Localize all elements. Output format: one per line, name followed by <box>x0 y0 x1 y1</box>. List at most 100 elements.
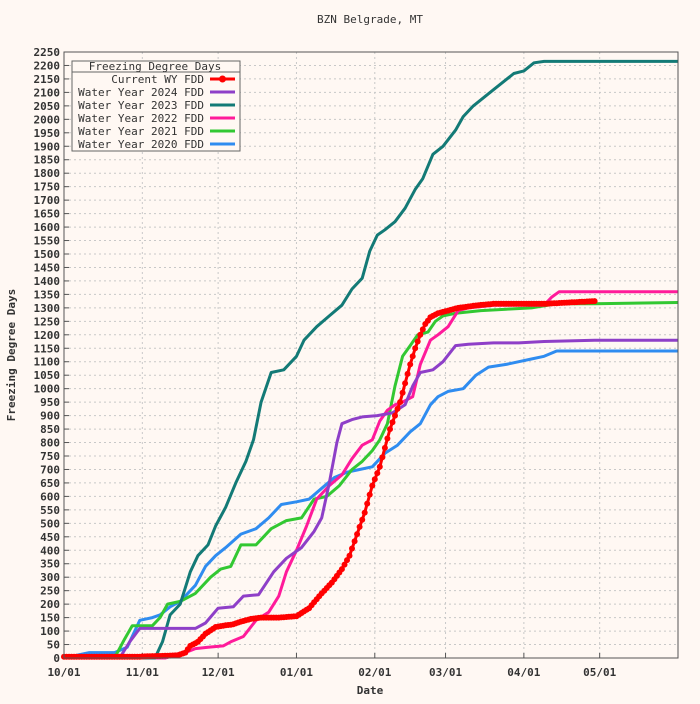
y-axis-label: Freezing Degree Days <box>5 289 18 421</box>
data-point <box>344 557 350 564</box>
y-tick-label: 400 <box>40 544 60 557</box>
series-line <box>64 59 678 660</box>
data-point <box>354 531 361 538</box>
y-tick-label: 450 <box>40 531 60 544</box>
y-tick-label: 2250 <box>34 46 61 59</box>
y-tick-label: 850 <box>40 423 60 436</box>
data-point <box>402 380 409 387</box>
y-tick-label: 1100 <box>34 356 61 369</box>
series-water-year-2024-fdd <box>64 338 678 660</box>
y-tick-label: 900 <box>40 410 60 423</box>
grid-lines <box>64 52 678 658</box>
x-axis-ticks: 10/01 11/01 12/01 01/01 02/01 03/01 04/01 05/01 <box>47 653 617 679</box>
y-tick-label: 1050 <box>34 369 61 382</box>
legend-marker <box>219 75 226 83</box>
y-tick-label: 1000 <box>34 383 61 396</box>
y-tick-label: 150 <box>40 612 60 625</box>
y-tick-label: 2050 <box>34 100 61 113</box>
y-tick-label: 1550 <box>34 235 61 248</box>
series-water-year-2023-fdd <box>64 59 678 660</box>
data-point <box>338 566 345 573</box>
legend-title: Freezing Degree Days <box>89 60 221 73</box>
y-tick-label: 1900 <box>34 140 61 153</box>
data-point <box>414 338 421 345</box>
legend: Freezing Degree Days Current WY FDDWater… <box>71 60 241 152</box>
y-tick-label: 100 <box>40 625 60 638</box>
y-tick-label: 0 <box>53 652 60 665</box>
data-point <box>349 545 355 552</box>
y-tick-label: 1150 <box>34 342 61 355</box>
y-tick-label: 500 <box>40 517 60 530</box>
plot-frame <box>63 51 679 659</box>
y-tick-label: 300 <box>40 571 60 584</box>
legend-entry-label: Water Year 2021 FDD <box>78 125 204 138</box>
data-point <box>389 419 396 426</box>
data-point <box>392 412 398 419</box>
y-tick-label: 1750 <box>34 181 61 194</box>
series-line <box>63 349 678 660</box>
y-tick-label: 1800 <box>34 167 61 180</box>
chart-title: BZN Belgrade, MT <box>317 13 423 26</box>
series-current-wy-fdd <box>61 298 598 660</box>
data-point <box>381 444 388 451</box>
data-point <box>361 509 368 516</box>
y-tick-label: 2200 <box>34 59 61 72</box>
legend-entry-label: Water Year 2022 FDD <box>78 112 204 125</box>
x-tick-label: 05/01 <box>583 666 616 679</box>
data-point <box>346 552 353 559</box>
data-point <box>356 523 363 530</box>
data-point <box>351 538 358 545</box>
data-point <box>341 561 348 568</box>
legend-entry-label: Water Year 2020 FDD <box>78 138 204 151</box>
data-point <box>371 476 378 483</box>
data-point <box>384 435 391 442</box>
legend-entry-label: Water Year 2023 FDD <box>78 99 204 112</box>
series-line <box>64 338 678 660</box>
legend-entry-label: Current WY FDD <box>111 73 204 86</box>
y-tick-label: 550 <box>40 504 60 517</box>
data-point <box>417 331 424 338</box>
data-point <box>369 482 376 489</box>
data-point <box>374 470 381 477</box>
data-point <box>399 389 406 396</box>
series-line <box>64 301 679 660</box>
x-tick-label: 11/01 <box>126 666 159 679</box>
y-tick-label: 700 <box>40 463 60 476</box>
y-tick-label: 650 <box>40 477 60 490</box>
data-point <box>407 361 414 368</box>
y-tick-label: 200 <box>40 598 60 611</box>
legend-entry-label: Water Year 2024 FDD <box>78 86 204 99</box>
y-tick-label: 1200 <box>34 329 61 342</box>
data-point <box>412 345 419 352</box>
x-tick-label: 01/01 <box>280 666 313 679</box>
y-tick-label: 250 <box>40 585 60 598</box>
data-point <box>364 500 371 507</box>
x-axis-label: Date <box>357 684 384 697</box>
y-tick-label: 950 <box>40 396 60 409</box>
y-tick-label: 1700 <box>34 194 61 207</box>
y-tick-label: 1400 <box>34 275 61 288</box>
data-point <box>591 298 598 305</box>
y-tick-label: 750 <box>40 450 60 463</box>
y-tick-label: 1500 <box>34 248 61 261</box>
y-tick-label: 2000 <box>34 113 61 126</box>
y-tick-label: 600 <box>40 490 60 503</box>
y-tick-label: 1950 <box>34 127 61 140</box>
y-tick-label: 2150 <box>34 73 61 86</box>
y-tick-label: 1650 <box>34 208 61 221</box>
y-tick-label: 50 <box>47 639 60 652</box>
y-tick-label: 1600 <box>34 221 61 234</box>
y-tick-label: 1450 <box>34 261 61 274</box>
data-point <box>419 326 426 333</box>
y-tick-label: 1350 <box>34 288 61 301</box>
data-point <box>359 516 366 523</box>
y-tick-label: 350 <box>40 558 60 571</box>
series-water-year-2021-fdd <box>64 301 679 660</box>
x-tick-label: 03/01 <box>429 666 462 679</box>
x-tick-label: 04/01 <box>507 666 540 679</box>
y-tick-label: 1250 <box>34 315 61 328</box>
x-tick-label: 02/01 <box>358 666 391 679</box>
y-tick-label: 800 <box>40 437 60 450</box>
